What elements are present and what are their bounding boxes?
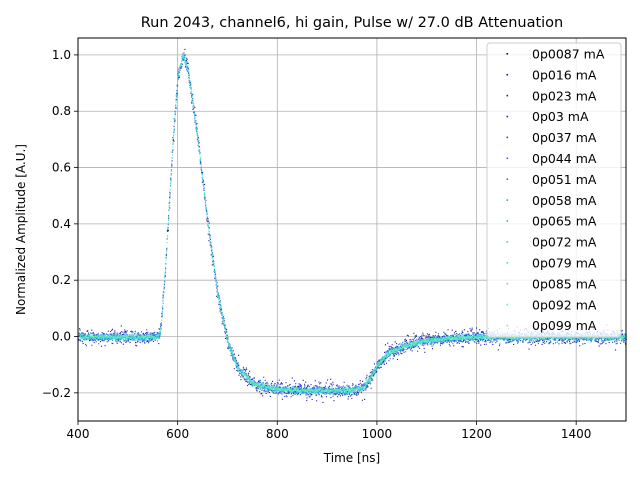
chart-title: Run 2043, channel6, hi gain, Pulse w/ 27… [141, 15, 564, 31]
legend-marker [506, 241, 509, 243]
legend-entry: 0p0087 mA [506, 47, 605, 62]
x-tick-label: 800 [266, 427, 289, 441]
y-axis-ticks: −0.2 0.0 0.2 0.4 0.6 0.8 1.0 [42, 48, 78, 400]
legend-entry: 0p051 mA [506, 172, 597, 187]
legend-marker [506, 157, 509, 160]
legend-label: 0p044 mA [532, 151, 597, 166]
legend-label: 0p092 mA [532, 297, 597, 312]
legend-entry: 0p099 mA [506, 318, 597, 333]
legend-label: 0p072 mA [532, 235, 597, 250]
y-tick-label: 0.2 [52, 273, 71, 287]
x-tick-label: 400 [67, 427, 90, 441]
y-tick-label: 0.4 [52, 217, 71, 231]
legend-label: 0p051 mA [532, 172, 597, 187]
legend: 0p0087 mA 0p016 mA 0p023 mA 0p03 mA 0p037 mA… [486, 42, 622, 338]
legend-marker [506, 220, 509, 222]
x-axis-ticks: 400 600 800 1000 1200 1400 [67, 421, 592, 441]
legend-label: 0p065 mA [532, 214, 597, 229]
y-axis-label: Normalized Amplitude [A.U.] [14, 144, 28, 315]
legend-entry: 0p03 mA [506, 109, 589, 124]
legend-label: 0p099 mA [532, 318, 597, 333]
legend-label: 0p0087 mA [532, 47, 605, 62]
plot-frame [77, 37, 627, 422]
y-tick-label: 0.6 [52, 161, 71, 175]
y-tick-label: 0.8 [52, 104, 71, 118]
legend-entry: 0p065 mA [506, 214, 597, 229]
legend-label: 0p016 mA [532, 67, 597, 82]
legend-marker [506, 199, 509, 201]
legend-marker [506, 136, 509, 139]
legend-entry: 0p016 mA [506, 67, 597, 82]
legend-marker [506, 115, 509, 118]
x-tick-label: 1200 [461, 427, 492, 441]
legend-label: 0p023 mA [532, 88, 597, 103]
y-tick-label: 0.0 [52, 330, 71, 344]
legend-marker [506, 53, 509, 55]
legend-box [486, 42, 622, 338]
legend-label: 0p058 mA [532, 193, 597, 208]
legend-entry: 0p072 mA [506, 235, 597, 250]
legend-entry: 0p092 mA [506, 297, 597, 312]
legend-label: 0p037 mA [532, 130, 597, 145]
legend-marker [506, 303, 509, 306]
x-tick-label: 1400 [561, 427, 592, 441]
x-tick-label: 1000 [362, 427, 393, 441]
legend-label: 0p085 mA [532, 276, 597, 291]
legend-entry: 0p085 mA [506, 276, 597, 291]
legend-marker [506, 262, 509, 264]
legend-label: 0p079 mA [532, 256, 597, 271]
legend-label: 0p03 mA [532, 109, 589, 124]
legend-marker [506, 73, 509, 76]
legend-marker [506, 178, 509, 180]
x-axis-label: Time [ns] [323, 451, 380, 465]
legend-entry: 0p058 mA [506, 193, 597, 208]
y-tick-label: 1.0 [52, 48, 71, 62]
x-tick-label: 600 [166, 427, 189, 441]
legend-entry: 0p079 mA [506, 256, 597, 271]
legend-marker [506, 324, 509, 327]
legend-entry: 0p037 mA [506, 130, 597, 145]
legend-marker [506, 94, 509, 97]
legend-marker [506, 282, 509, 285]
y-tick-label: −0.2 [42, 386, 71, 400]
legend-entry: 0p023 mA [506, 88, 597, 103]
legend-entry: 0p044 mA [506, 151, 597, 166]
